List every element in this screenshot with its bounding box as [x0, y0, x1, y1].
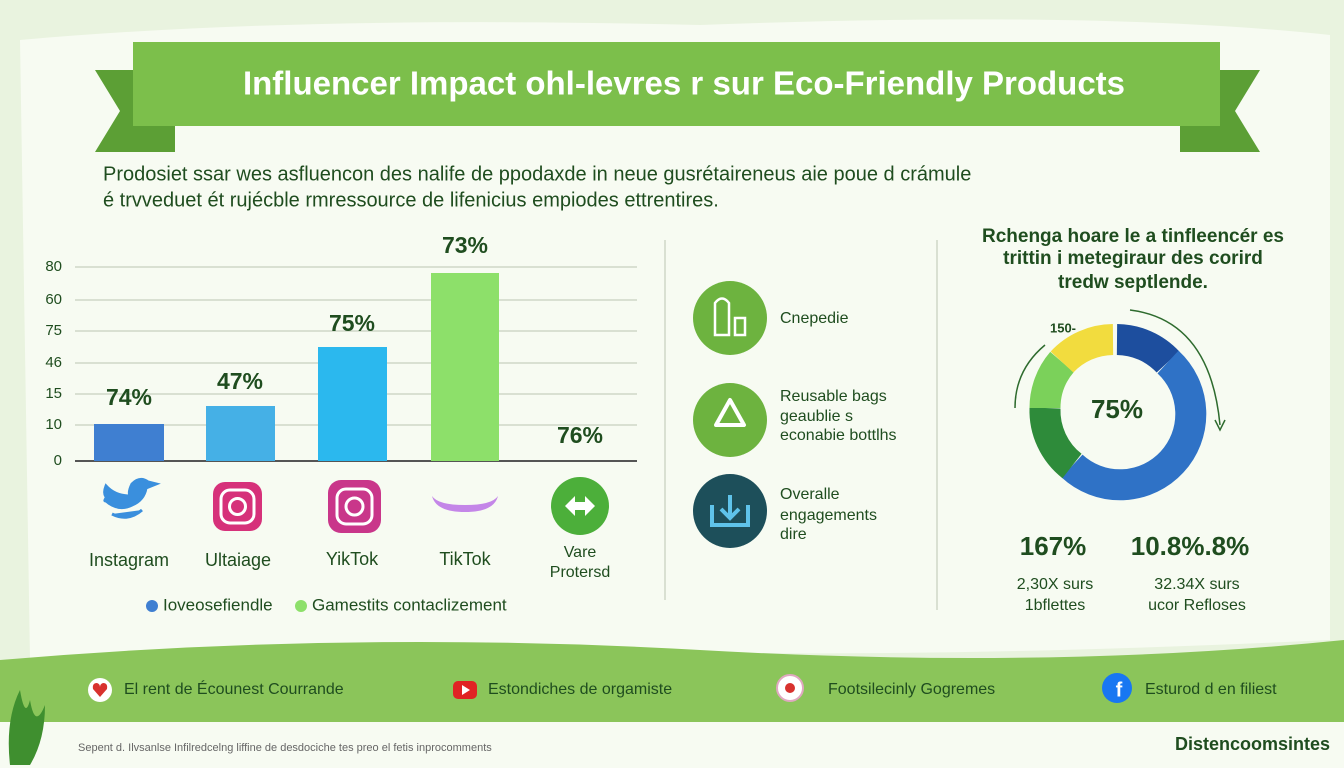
platform-label: Vare — [564, 544, 597, 561]
donut-segment — [1061, 350, 1207, 501]
axis-label: 0 — [54, 452, 62, 469]
plant — [8, 690, 45, 765]
platform-label: YikTok — [326, 549, 379, 569]
icon-heart-glyph — [92, 683, 108, 697]
icon-swirl — [432, 496, 498, 512]
item-text: dire — [780, 526, 807, 543]
item-text: Overalle — [780, 486, 840, 503]
donut-segment — [1116, 324, 1180, 374]
icon-video-glyph — [462, 685, 470, 695]
panel-title: tredw septlende. — [1058, 272, 1208, 293]
icon-flower-center — [785, 683, 795, 693]
donut-segment — [1029, 407, 1083, 479]
donut-segment — [1029, 351, 1075, 409]
title: Influencer Impact ohl-levres r sur Eco-F… — [243, 65, 1125, 102]
arrow — [1014, 344, 1046, 409]
axis-label: 10 — [45, 416, 62, 433]
donut-label: 150- — [1050, 320, 1076, 335]
arrow — [1129, 309, 1221, 426]
value-label: 73% — [442, 232, 488, 258]
value-label: 47% — [217, 368, 263, 394]
bar — [431, 273, 499, 461]
footer-link: Esturod d en filiest — [1145, 681, 1277, 698]
stat-text: 32.34X surs — [1154, 576, 1239, 593]
brand: Distencoomsintes — [1175, 734, 1330, 754]
item-text: engagements — [780, 507, 877, 524]
bar — [206, 406, 275, 461]
icon-camera-lens — [344, 496, 365, 517]
item-text: Cnepedie — [780, 310, 849, 327]
axis-label: 80 — [45, 258, 62, 275]
icon-recycle-glyph — [714, 398, 746, 427]
panel-title: Rchenga hoare le a tinfleencér es — [982, 226, 1284, 247]
item-text: geaublie s — [780, 408, 853, 425]
icon-facebook-glyph: f — [1116, 679, 1123, 701]
intro-line: é trvveduet ét rujécble rmressource de l… — [103, 189, 719, 211]
footer-band — [0, 640, 1344, 722]
stat-text: 2,30X surs — [1017, 576, 1093, 593]
icon-camera — [328, 480, 381, 533]
stat-value: 10.8%.8% — [1131, 531, 1250, 561]
legend-dot — [146, 600, 158, 612]
axis-label: 46 — [45, 354, 62, 371]
right-panel: Rchenga hoare le a tinfleencér es tritti… — [982, 226, 1284, 614]
icon-facebook — [1102, 673, 1132, 703]
value-label: 76% — [557, 422, 603, 448]
axis-label: 75 — [45, 322, 62, 339]
footer-links: El rent de Écounest Courrande Estondiche… — [88, 673, 1277, 703]
bar — [318, 347, 387, 461]
icon-camera-frame — [219, 488, 256, 525]
icon-arrows-glyph — [565, 496, 595, 516]
arrow-head — [1214, 419, 1226, 432]
platform-label: TikTok — [439, 549, 491, 569]
icon-bird — [103, 477, 161, 519]
bar-chart: 80 60 75 46 15 10 0 74% 47% 75% 73% 76% — [45, 232, 637, 614]
axis-label: 60 — [45, 291, 62, 308]
footer-strip — [0, 722, 1344, 768]
platform-label: Ultaiage — [205, 550, 271, 570]
platform-label: Protersd — [550, 564, 610, 581]
banner — [133, 42, 1220, 126]
donut-center: 75% — [1091, 394, 1143, 424]
icon-recycle — [693, 383, 767, 457]
value-label: 75% — [329, 310, 375, 336]
panel-title: trittin i metegiraur des corird — [1003, 248, 1263, 269]
icon-camera — [213, 482, 262, 531]
footer-link: El rent de Écounest Courrande — [124, 679, 344, 698]
footer-note: Sepent d. Ilvsanlse Infilredcelng liffin… — [78, 742, 492, 754]
legend-dot — [295, 600, 307, 612]
item-text: Reusable bags — [780, 388, 887, 405]
stat-value: 167% — [1020, 531, 1087, 561]
icon-bottle-glyph — [713, 297, 747, 337]
stat-text: ucor Refloses — [1148, 597, 1246, 614]
footer-link: Footsilecinly Gogremes — [828, 681, 995, 698]
platform-label: Instagram — [89, 550, 169, 570]
axis-label: 15 — [45, 385, 62, 402]
footer-link: Estondiches de orgamiste — [488, 681, 672, 698]
icon-camera-lens — [228, 497, 247, 516]
item-text: econabie bottlhs — [780, 427, 897, 444]
value-label: 74% — [106, 384, 152, 410]
donut-segment — [1050, 324, 1114, 374]
legend-label: Ioveosefiendle — [163, 595, 273, 614]
legend-label: Gamestits contaclizement — [312, 595, 507, 614]
icon-download-glyph — [710, 495, 750, 527]
stat-text: 1bflettes — [1025, 597, 1085, 614]
bar — [94, 424, 164, 461]
middle-panel: Cnepedie Reusable bags geaublie s econab… — [693, 281, 897, 548]
icon-camera-frame — [335, 487, 374, 526]
intro-line: Prodosiet ssar wes asfluencon des nalife… — [103, 163, 971, 185]
